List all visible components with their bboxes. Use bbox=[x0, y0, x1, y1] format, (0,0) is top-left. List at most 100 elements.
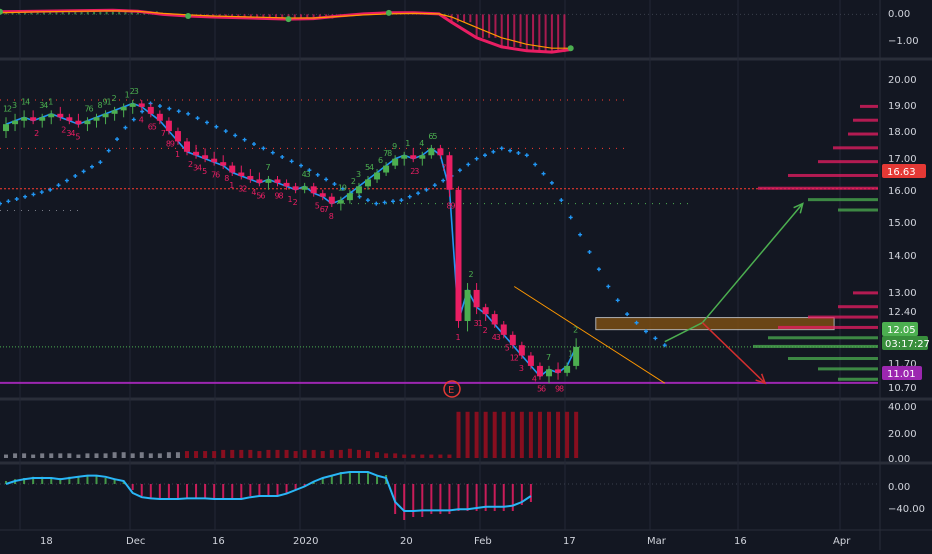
psar-dot bbox=[332, 182, 337, 187]
top-indicator-axis: 0.00 −1.00 bbox=[888, 9, 919, 47]
volume-profile-bar bbox=[808, 198, 878, 202]
psar-dot bbox=[106, 148, 111, 153]
psar-dot bbox=[416, 191, 421, 196]
volume-bar bbox=[483, 411, 488, 458]
oscillator-signal-line bbox=[5, 471, 532, 512]
td-sequential-count: 4 bbox=[25, 97, 30, 106]
td-sequential-count: 6 bbox=[148, 122, 153, 131]
macd-cross-dot bbox=[285, 16, 292, 23]
volume-bar bbox=[302, 449, 307, 458]
td-sequential-count: 5 bbox=[256, 191, 261, 200]
candle-body bbox=[265, 179, 272, 183]
axis-tick-label: 18.00 bbox=[888, 127, 917, 138]
td-sequential-count: 6 bbox=[541, 385, 546, 394]
oscillator-pane[interactable] bbox=[0, 471, 878, 520]
candle-body bbox=[328, 196, 335, 204]
time-axis[interactable]: 18 Dec 16 2020 20 Feb 17 Mar 16 Apr bbox=[40, 536, 851, 547]
td-sequential-count: 3 bbox=[306, 170, 311, 179]
descending-trend-line bbox=[513, 286, 666, 384]
volume-pane[interactable] bbox=[4, 411, 579, 458]
volume-bar bbox=[556, 411, 561, 458]
td-sequential-count: 7 bbox=[84, 104, 89, 113]
psar-dot bbox=[73, 173, 78, 178]
candle-body bbox=[374, 172, 381, 180]
volume-bar bbox=[465, 411, 470, 458]
candle-body bbox=[156, 113, 163, 121]
earnings-marker-label: E bbox=[448, 385, 454, 396]
candle-body bbox=[301, 186, 308, 190]
volume-profile-bar bbox=[833, 146, 878, 150]
volume-bar bbox=[257, 451, 262, 458]
volume-bar bbox=[510, 411, 515, 458]
td-sequential-count: 4 bbox=[197, 164, 202, 173]
td-sequential-count: 7 bbox=[161, 129, 166, 138]
psar-dot bbox=[407, 194, 412, 199]
psar-dot bbox=[251, 142, 256, 147]
td-sequential-count: 4 bbox=[70, 129, 75, 138]
volume-profile-bar bbox=[788, 173, 878, 177]
candle-body bbox=[102, 113, 109, 118]
volume-axis: 40.00 20.00 0.00 bbox=[888, 402, 917, 465]
td-sequential-count: 2 bbox=[483, 326, 488, 335]
psar-dot bbox=[568, 215, 573, 220]
td-sequential-count: 8 bbox=[98, 101, 103, 110]
td-sequential-count: 3 bbox=[238, 184, 243, 193]
volume-profile-bar bbox=[853, 291, 878, 295]
td-sequential-count: 9 bbox=[103, 97, 108, 106]
td-sequential-count: 3 bbox=[356, 170, 361, 179]
psar-dot bbox=[541, 171, 546, 176]
td-sequential-count: 3 bbox=[134, 87, 139, 96]
candle-body bbox=[120, 106, 127, 111]
psar-dot bbox=[516, 150, 521, 155]
psar-dot bbox=[578, 232, 583, 237]
axis-tick-label: 0.00 bbox=[888, 454, 910, 465]
td-sequential-count: 4 bbox=[492, 333, 497, 342]
resistance-badge-label: 16.63 bbox=[887, 167, 916, 178]
volume-bar bbox=[329, 449, 334, 458]
psar-dot bbox=[457, 168, 462, 173]
psar-dot bbox=[289, 159, 294, 164]
psar-dot bbox=[643, 329, 648, 334]
volume-bar bbox=[139, 452, 144, 458]
td-sequential-count: 8 bbox=[166, 140, 171, 149]
candle-body bbox=[518, 345, 525, 356]
candle-body bbox=[66, 117, 73, 121]
psar-dot bbox=[432, 183, 437, 188]
candle-body bbox=[410, 155, 417, 159]
candle-body bbox=[546, 369, 552, 377]
candle-body bbox=[355, 186, 362, 194]
volume-profile-bar bbox=[838, 305, 878, 309]
volume-bar bbox=[293, 451, 298, 458]
td-sequential-count: 1 bbox=[21, 97, 26, 106]
volume-bar bbox=[356, 449, 361, 458]
psar-dot bbox=[48, 187, 53, 192]
td-sequential-count: 4 bbox=[139, 115, 144, 124]
volume-profile-bar bbox=[818, 160, 878, 164]
psar-dot bbox=[214, 124, 219, 129]
td-sequential-count: 7 bbox=[383, 149, 388, 158]
td-sequential-count: 7 bbox=[265, 163, 270, 172]
macd-cross-dot bbox=[567, 45, 574, 52]
psar-dot bbox=[81, 169, 86, 174]
candle-body bbox=[473, 289, 480, 308]
psar-dot bbox=[549, 180, 554, 185]
volume-bar bbox=[58, 453, 63, 458]
candle-body bbox=[184, 141, 190, 152]
psar-dot bbox=[466, 162, 471, 167]
td-sequential-count: 5 bbox=[202, 167, 207, 176]
volume-bar bbox=[565, 411, 570, 458]
td-sequential-count: 7 bbox=[546, 353, 551, 362]
candle-body bbox=[238, 172, 245, 176]
td-sequential-count: 2 bbox=[34, 129, 39, 138]
volume-profile-bar bbox=[768, 336, 878, 340]
earnings-event-marker[interactable]: E bbox=[443, 380, 461, 398]
candle-body bbox=[202, 155, 209, 159]
indicator-pane-top[interactable] bbox=[0, 8, 878, 54]
td-sequential-count: 9 bbox=[392, 142, 397, 151]
axis-tick-label: 0.00 bbox=[888, 482, 910, 493]
td-sequential-count: 5 bbox=[152, 122, 157, 131]
td-sequential-count: 1 bbox=[510, 354, 515, 363]
